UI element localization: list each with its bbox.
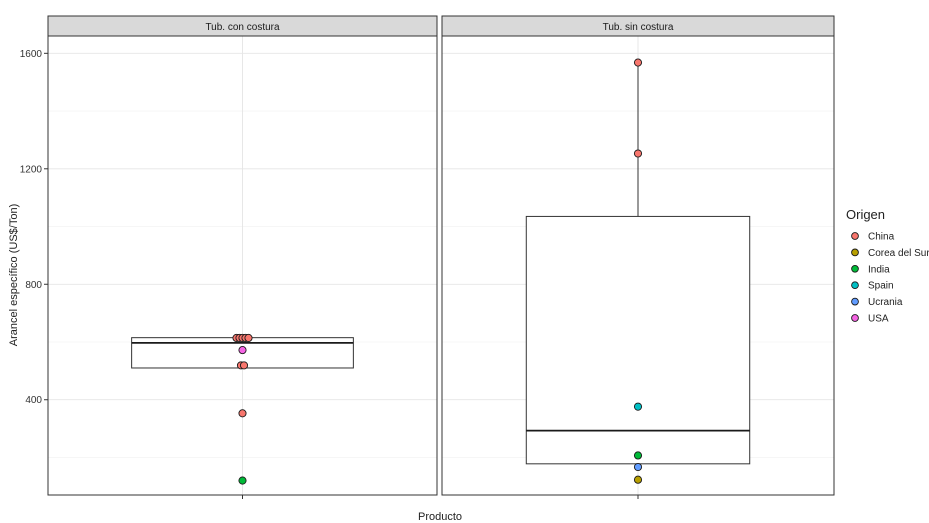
data-point bbox=[633, 462, 643, 472]
legend-label: Ucrania bbox=[868, 297, 903, 308]
panel-border bbox=[47, 35, 438, 496]
legend-key bbox=[851, 297, 859, 306]
legend-label: Corea del Sur bbox=[868, 248, 929, 259]
y-tick-label: 1200 bbox=[20, 164, 43, 175]
legend-label: Spain bbox=[868, 281, 894, 292]
data-point bbox=[239, 361, 249, 370]
legend-label: USA bbox=[868, 314, 889, 325]
legend-key bbox=[851, 314, 859, 322]
legend-title: Origen bbox=[846, 207, 885, 222]
data-point bbox=[633, 475, 643, 484]
legend-key bbox=[851, 264, 859, 273]
y-tick-label: 400 bbox=[25, 395, 42, 406]
facet-title: Tub. con costura bbox=[205, 22, 280, 33]
legend-key bbox=[851, 248, 859, 257]
facet-panels: Tub. con costura Tub. sin costura bbox=[47, 15, 835, 499]
facet-panel: Tub. con costura bbox=[47, 15, 438, 499]
data-point bbox=[633, 402, 643, 411]
legend: Origen China Corea del Sur India Spain Ucran… bbox=[846, 207, 929, 325]
panel-border bbox=[441, 35, 835, 496]
box-iqr bbox=[525, 215, 751, 465]
legend-key bbox=[851, 232, 859, 240]
data-point bbox=[244, 333, 253, 343]
facet-title: Tub. sin costura bbox=[603, 22, 674, 33]
facet-panel: Tub. sin costura bbox=[441, 15, 835, 499]
data-point bbox=[238, 476, 247, 485]
data-point bbox=[238, 409, 247, 418]
data-point bbox=[633, 58, 643, 67]
legend-label: China bbox=[868, 232, 895, 243]
data-point bbox=[238, 346, 247, 355]
x-axis-label: Producto bbox=[418, 511, 462, 523]
legend-key bbox=[851, 281, 859, 290]
legend-label: India bbox=[868, 264, 890, 275]
y-axis-label: Arancel específico (US$/Ton) bbox=[8, 204, 20, 346]
data-point bbox=[633, 451, 643, 460]
data-point bbox=[633, 149, 643, 158]
y-axis: 400 800 1200 1600 bbox=[20, 49, 48, 406]
y-tick-label: 800 bbox=[25, 280, 42, 291]
y-tick-label: 1600 bbox=[20, 49, 43, 60]
